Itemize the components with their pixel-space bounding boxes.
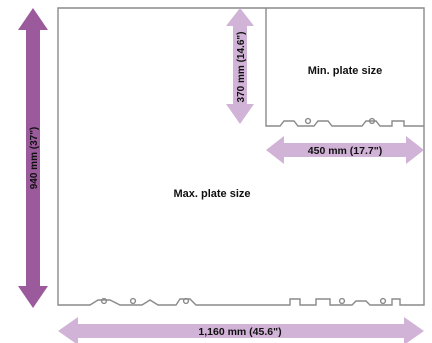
min-height-arrow-shape bbox=[226, 8, 254, 124]
min-width-arrow-shape bbox=[266, 136, 424, 164]
min-width-arrow bbox=[266, 136, 424, 164]
max-width-arrow bbox=[58, 317, 424, 343]
max-width-label: 1,160 mm (45.6") bbox=[198, 326, 281, 338]
min-height-label: 370 mm (14.6") bbox=[236, 32, 247, 103]
max-width-arrow-shape bbox=[58, 317, 424, 343]
max-plate-outline bbox=[57, 7, 425, 306]
min-height-arrow bbox=[226, 8, 254, 124]
min-plate-label: Min. plate size bbox=[308, 65, 383, 77]
max-height-arrow bbox=[18, 8, 48, 308]
max-height-arrow-shape bbox=[18, 8, 48, 308]
max-plate-label: Max. plate size bbox=[173, 188, 250, 200]
min-plate-outline bbox=[265, 8, 424, 127]
max-height-label: 940 mm (37") bbox=[29, 127, 40, 190]
min-width-label: 450 mm (17.7") bbox=[308, 145, 382, 157]
